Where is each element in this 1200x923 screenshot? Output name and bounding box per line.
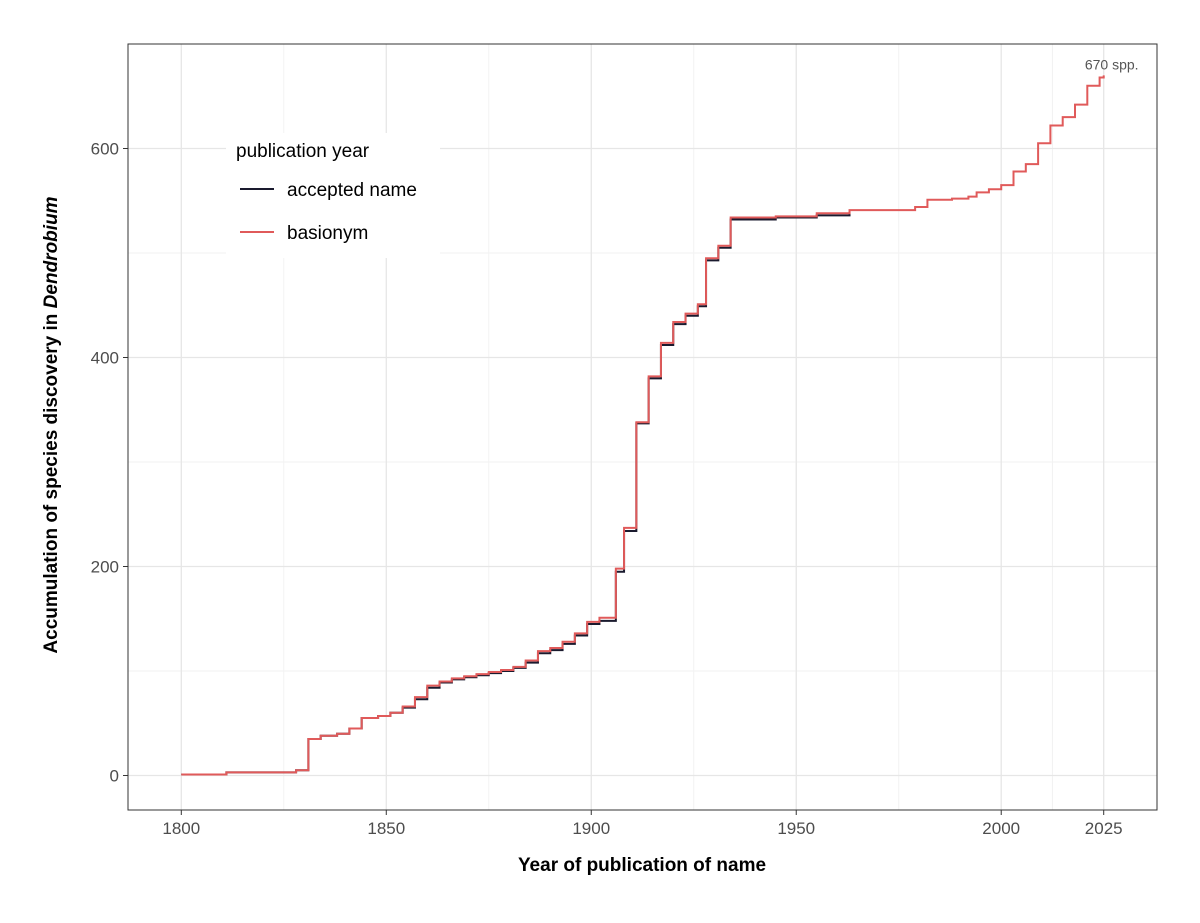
x-tick-label: 2000 (982, 819, 1020, 838)
y-tick-label: 200 (91, 558, 119, 577)
y-axis-title-text: Accumulation of species discovery in (41, 308, 62, 653)
total-species-annotation: 670 spp. (1085, 56, 1139, 72)
x-tick-label: 1800 (162, 819, 200, 838)
grid (128, 44, 1157, 810)
legend-label-accepted-name: accepted name (287, 180, 417, 201)
x-tick-label: 1900 (572, 819, 610, 838)
x-tick-label: 1850 (367, 819, 405, 838)
x-tick-label: 2025 (1085, 819, 1123, 838)
legend-label-basionym: basionym (287, 223, 368, 244)
series-line-accepted-name (181, 212, 851, 776)
x-axis-title: Year of publication of name (518, 855, 766, 876)
y-tick-label: 400 (91, 349, 119, 368)
y-axis-title: Accumulation of species discovery in Den… (41, 196, 62, 653)
y-axis-title-genus: Dendrobium (41, 196, 62, 308)
legend: publication year accepted name basionym (226, 133, 440, 258)
y-tick-label: 0 (110, 767, 119, 786)
y-axis-ticks: 0 200 400 600 (91, 140, 128, 786)
series-lines (181, 75, 1105, 776)
x-axis-ticks: 1800 1850 1900 1950 2000 2025 (162, 810, 1123, 838)
y-tick-label: 600 (91, 140, 119, 159)
legend-background (226, 133, 440, 258)
series-line-basionym (181, 75, 1105, 776)
plot-panel-border (127, 43, 1158, 811)
legend-title: publication year (236, 141, 370, 162)
x-tick-label: 1950 (777, 819, 815, 838)
